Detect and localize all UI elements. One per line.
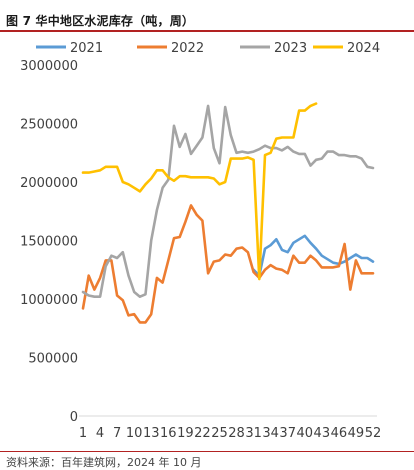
- y-tick-label: 1000000: [20, 293, 78, 308]
- series-group: [81, 102, 375, 324]
- x-tick-label: 16: [160, 426, 177, 441]
- x-tick-label: 22: [194, 426, 211, 441]
- x-tick-label: 43: [314, 426, 331, 441]
- x-tick-label: 34: [262, 426, 279, 441]
- x-tick-label: 52: [365, 426, 382, 441]
- source-note: 资料来源：百年建筑网，2024 年 10 月: [6, 456, 202, 469]
- x-tick-label: 19: [177, 426, 194, 441]
- x-tick-label: 46: [331, 426, 348, 441]
- x-tick-label: 31: [245, 426, 262, 441]
- legend-label-2021: 2021: [70, 41, 103, 56]
- y-tick-label: 2000000: [20, 176, 78, 191]
- series-line-2023: [81, 104, 375, 299]
- series-line-2022: [81, 204, 375, 324]
- legend-label-2022: 2022: [171, 41, 204, 56]
- x-tick-label: 49: [348, 426, 365, 441]
- y-tick-label: 1500000: [20, 235, 78, 250]
- x-tick-label: 37: [279, 426, 296, 441]
- page-title: 图 7 华中地区水泥库存（吨，周）: [6, 14, 195, 28]
- x-tick-label: 7: [113, 426, 121, 441]
- y-axis-ticks: 0 500000 1000000 1500000 2000000 2500000 30000…: [20, 59, 78, 425]
- legend-label-2024: 2024: [347, 41, 380, 56]
- x-tick-label: 4: [96, 426, 104, 441]
- legend: 2021 2022 2023 2024: [36, 41, 380, 56]
- x-tick-label: 28: [228, 426, 245, 441]
- line-chart: 2021 2022 2023 2024 0 500000 1000000 1500000 20…: [20, 41, 381, 441]
- y-tick-label: 500000: [28, 352, 78, 367]
- series-line-2021: [252, 234, 375, 277]
- legend-label-2023: 2023: [274, 41, 307, 56]
- x-tick-label: 13: [143, 426, 160, 441]
- y-tick-label: 2500000: [20, 118, 78, 133]
- x-tick-label: 40: [296, 426, 313, 441]
- series-line-2024: [81, 102, 318, 281]
- x-tick-label: 1: [79, 426, 87, 441]
- x-axis-ticks: 1 4 7 10 13 16 19 22 25 28 31 34 37 40 43 46 49 52: [79, 426, 381, 441]
- x-tick-label: 10: [126, 426, 143, 441]
- x-tick-label: 25: [211, 426, 228, 441]
- title-rule: [0, 30, 414, 32]
- y-tick-label: 3000000: [20, 59, 78, 74]
- y-tick-label: 0: [70, 410, 78, 425]
- bottom-rule: [0, 451, 414, 452]
